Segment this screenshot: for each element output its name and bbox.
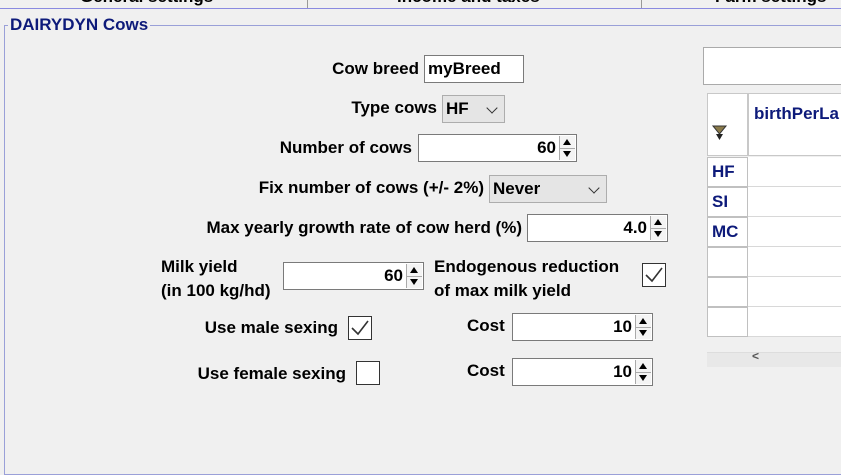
row-header: MC (707, 217, 748, 247)
tab-strip (0, 0, 841, 9)
table-cell (748, 187, 841, 217)
table-cell (748, 247, 841, 277)
table-cell (748, 157, 841, 187)
field-label: Milk yield (161, 257, 238, 276)
table-cell (748, 277, 841, 307)
search-box[interactable] (703, 47, 841, 85)
spin-input[interactable]: 4.0 (527, 214, 668, 242)
table-cell (748, 217, 841, 247)
field-label: Type cows (351, 98, 437, 117)
field-label: (in 100 kg/hd) (161, 281, 271, 300)
spin-input[interactable]: 60 (283, 262, 424, 290)
row-header (707, 307, 748, 337)
column-header[interactable]: birthPerLa (748, 93, 841, 156)
tab[interactable]: Farm settings (715, 0, 826, 7)
row-header (707, 277, 748, 307)
filter-icon (711, 125, 728, 140)
spin-input[interactable]: 10 (512, 358, 653, 386)
field-label: Use male sexing (204, 318, 338, 337)
tab[interactable]: General settings (80, 0, 213, 7)
check-mark (645, 267, 663, 283)
spin-value: 4.0 (623, 218, 647, 237)
checkbox[interactable] (348, 316, 372, 340)
spin-value: 10 (613, 317, 632, 336)
field-label: Number of cows (279, 138, 412, 157)
spin-input[interactable]: 10 (512, 313, 653, 341)
table-corner[interactable] (707, 93, 748, 156)
row-header (707, 247, 748, 277)
field-label: Cost (467, 316, 505, 335)
spin-value: 60 (384, 266, 403, 285)
spin-value: 60 (537, 138, 556, 157)
column-header-text: birthPerLa (754, 104, 840, 123)
field-label: Fix number of cows (+/- 2%) (258, 178, 484, 197)
dropdown[interactable]: HF (442, 95, 505, 123)
tab-divider (641, 0, 642, 8)
table-cell (748, 307, 841, 337)
dropdown[interactable]: Never (489, 175, 607, 203)
check-mark (351, 320, 369, 336)
dropdown-value: Never (493, 179, 541, 198)
scrollbar[interactable]: < (707, 349, 841, 367)
row-header: HF (707, 157, 748, 187)
checkbox[interactable] (356, 361, 380, 385)
group-title: DAIRYDYN Cows (8, 15, 151, 35)
field-label: Max yearly growth rate of cow herd (%) (206, 218, 522, 237)
spin-input[interactable]: 60 (418, 134, 577, 162)
spin-value: 10 (613, 362, 632, 381)
field-label: Endogenous reduction (434, 257, 620, 276)
checkbox[interactable] (642, 263, 666, 287)
dropdown-value: HF (446, 99, 469, 118)
row-header: SI (707, 187, 748, 217)
text-input[interactable]: myBreed (424, 55, 524, 83)
field-label: Use female sexing (197, 364, 346, 383)
field-label: Cow breed (332, 59, 419, 78)
tab-divider (307, 0, 308, 8)
field-label: of max milk yield (434, 281, 571, 300)
field-label: Cost (467, 361, 505, 380)
tab[interactable]: Income and taxes (397, 0, 540, 7)
